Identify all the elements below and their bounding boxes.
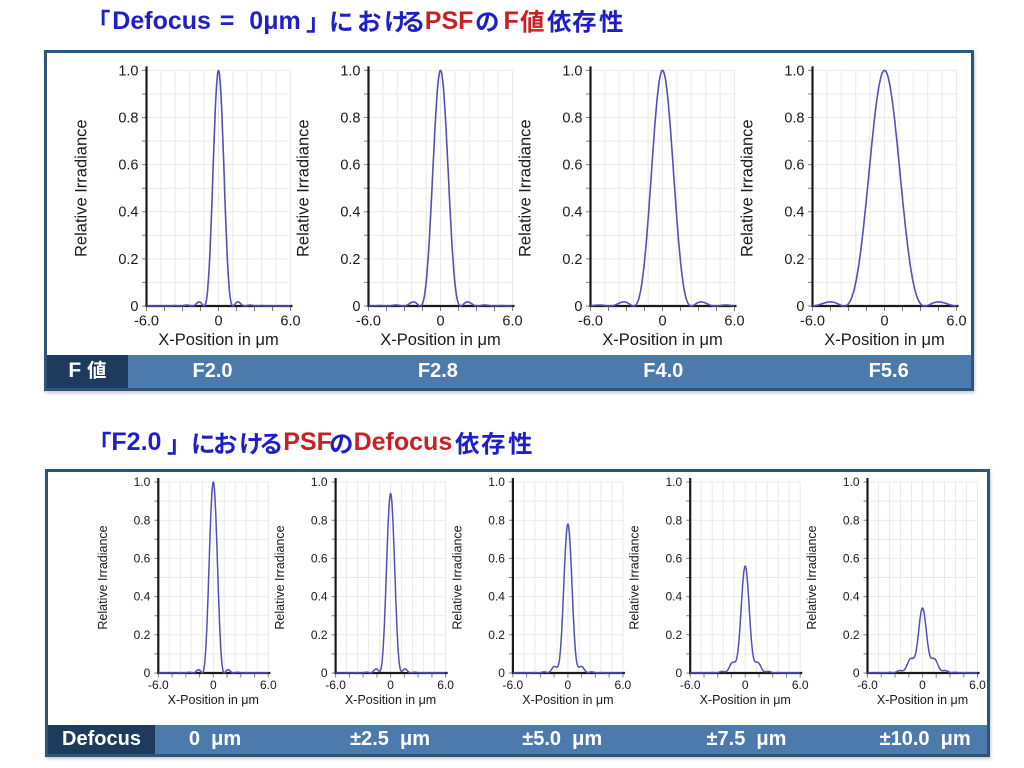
svg-text:1.0: 1.0 [784,63,804,79]
svg-text:0.8: 0.8 [488,513,505,527]
svg-text:0.8: 0.8 [340,111,360,127]
svg-text:-6.0: -6.0 [857,678,878,692]
svg-text:Relative Irradiance: Relative Irradiance [96,525,110,629]
svg-text:X-Position in μm: X-Position in μm [158,331,278,349]
svg-text:-6.0: -6.0 [356,314,381,330]
svg-text:X-Position in μm: X-Position in μm [380,331,500,349]
svg-text:0.8: 0.8 [118,111,138,127]
svg-text:X-Position in μm: X-Position in μm [522,693,613,707]
svg-text:6.0: 6.0 [280,314,300,330]
svg-text:1.0: 1.0 [134,475,151,489]
svg-text:0: 0 [565,678,572,692]
svg-text:6.0: 6.0 [437,678,454,692]
svg-text:1.0: 1.0 [340,63,360,79]
svg-text:1.0: 1.0 [843,475,860,489]
svg-text:6.0: 6.0 [969,678,986,692]
svg-text:0.6: 0.6 [134,552,151,566]
svg-text:0.4: 0.4 [843,590,860,604]
svg-text:0.2: 0.2 [843,628,860,642]
svg-text:0.6: 0.6 [666,552,683,566]
svg-text:1.0: 1.0 [118,63,138,79]
svg-text:X-Position in μm: X-Position in μm [168,693,259,707]
svg-text:0.8: 0.8 [311,513,328,527]
svg-text:0: 0 [742,678,749,692]
svg-text:Relative Irradiance: Relative Irradiance [273,525,287,629]
svg-text:0: 0 [144,666,151,680]
svg-text:0.2: 0.2 [488,628,505,642]
svg-text:0: 0 [130,299,138,315]
svg-text:0.4: 0.4 [311,590,328,604]
svg-text:6.0: 6.0 [260,678,277,692]
svg-text:0.4: 0.4 [118,205,138,221]
svg-text:Relative Irradiance: Relative Irradiance [295,119,313,257]
svg-text:0: 0 [574,299,582,315]
svg-text:0.4: 0.4 [784,205,804,221]
svg-text:0: 0 [880,314,888,330]
svg-text:0.8: 0.8 [784,111,804,127]
svg-text:0.6: 0.6 [488,552,505,566]
svg-text:6.0: 6.0 [615,678,632,692]
svg-text:Relative Irradiance: Relative Irradiance [805,525,819,629]
svg-text:0: 0 [387,678,394,692]
svg-text:6.0: 6.0 [724,314,744,330]
svg-text:0: 0 [498,666,505,680]
svg-text:0.2: 0.2 [134,628,151,642]
svg-text:-6.0: -6.0 [503,678,524,692]
svg-text:0.6: 0.6 [843,552,860,566]
svg-text:0.6: 0.6 [311,552,328,566]
svg-text:0.4: 0.4 [134,590,151,604]
svg-text:-6.0: -6.0 [325,678,346,692]
svg-text:0: 0 [796,299,804,315]
svg-text:Relative Irradiance: Relative Irradiance [739,119,757,257]
svg-text:0.8: 0.8 [134,513,151,527]
svg-text:0: 0 [676,666,683,680]
svg-text:0.4: 0.4 [562,205,582,221]
svg-text:0.8: 0.8 [666,513,683,527]
svg-text:6.0: 6.0 [502,314,522,330]
svg-text:0.4: 0.4 [488,590,505,604]
svg-text:X-Position in μm: X-Position in μm [700,693,791,707]
svg-text:0.8: 0.8 [562,111,582,127]
svg-text:Relative Irradiance: Relative Irradiance [628,525,642,629]
svg-text:6.0: 6.0 [792,678,809,692]
svg-text:1.0: 1.0 [562,63,582,79]
svg-text:0: 0 [436,314,444,330]
svg-text:0.2: 0.2 [784,252,804,268]
svg-text:0.2: 0.2 [118,252,138,268]
svg-text:0: 0 [214,314,222,330]
svg-text:Relative Irradiance: Relative Irradiance [517,119,535,257]
svg-text:X-Position in μm: X-Position in μm [824,331,944,349]
svg-text:0.2: 0.2 [562,252,582,268]
svg-text:0.2: 0.2 [340,252,360,268]
svg-text:X-Position in μm: X-Position in μm [602,331,722,349]
svg-text:0.4: 0.4 [340,205,360,221]
svg-text:1.0: 1.0 [488,475,505,489]
svg-text:X-Position in μm: X-Position in μm [877,693,968,707]
svg-text:0.8: 0.8 [843,513,860,527]
svg-text:0: 0 [321,666,328,680]
svg-text:0.4: 0.4 [666,590,683,604]
svg-text:X-Position in μm: X-Position in μm [345,693,436,707]
svg-text:0.6: 0.6 [784,158,804,174]
svg-text:1.0: 1.0 [311,475,328,489]
svg-text:-6.0: -6.0 [578,314,603,330]
svg-text:0.6: 0.6 [340,158,360,174]
svg-text:Relative Irradiance: Relative Irradiance [450,525,464,629]
svg-text:0.6: 0.6 [118,158,138,174]
svg-text:-6.0: -6.0 [148,678,169,692]
svg-text:-6.0: -6.0 [134,314,159,330]
svg-text:-6.0: -6.0 [680,678,701,692]
svg-text:0.6: 0.6 [562,158,582,174]
svg-text:0: 0 [919,678,926,692]
svg-text:6.0: 6.0 [946,314,966,330]
svg-text:0: 0 [352,299,360,315]
svg-text:0: 0 [853,666,860,680]
svg-text:1.0: 1.0 [666,475,683,489]
svg-text:0: 0 [210,678,217,692]
svg-text:Relative Irradiance: Relative Irradiance [73,119,91,257]
svg-text:-6.0: -6.0 [800,314,825,330]
svg-text:0.2: 0.2 [311,628,328,642]
svg-text:0.2: 0.2 [666,628,683,642]
svg-text:0: 0 [658,314,666,330]
